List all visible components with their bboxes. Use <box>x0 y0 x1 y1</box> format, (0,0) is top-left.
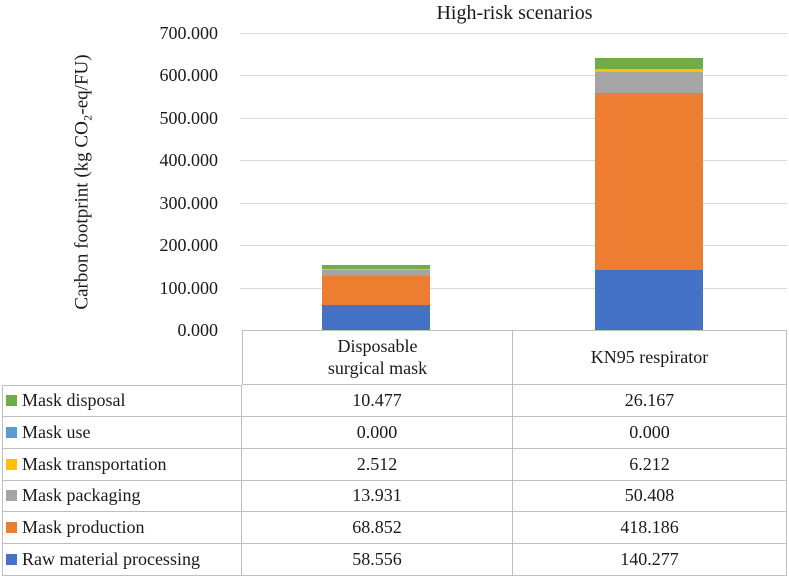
table-value: 0.000 <box>513 416 787 449</box>
y-tick-400: 400.000 <box>159 150 219 170</box>
table-value: 2.512 <box>242 448 513 481</box>
bar-segment-raw-material-processing <box>595 270 703 330</box>
y-tick-300: 300.000 <box>159 193 219 213</box>
gridline <box>240 288 787 289</box>
table-row-label-raw-material-processing: Raw material processing <box>2 544 242 576</box>
column-header-kn95-respirator: KN95 respirator <box>513 330 787 385</box>
gridline <box>240 203 787 204</box>
table-row-label-mask-packaging: Mask packaging <box>2 480 242 513</box>
legend-label: Mask packaging <box>22 485 141 506</box>
table-value: 26.167 <box>513 385 787 417</box>
table-value: 58.556 <box>242 544 513 576</box>
table-value: 0.000 <box>242 416 513 449</box>
gridline <box>240 75 787 76</box>
table-value: 140.277 <box>513 544 787 576</box>
y-axis-title: Carbon footprint (kg CO₂-eq/FU) <box>66 33 100 330</box>
gridline <box>240 118 787 119</box>
table-row-label-mask-disposal: Mask disposal <box>2 385 242 417</box>
table-row-label-mask-production: Mask production <box>2 512 242 545</box>
legend-swatch-mask-transportation <box>6 458 17 470</box>
table-value: 418.186 <box>513 512 787 545</box>
legend-swatch-raw-material-processing <box>6 554 17 566</box>
stacked-bar-disposable-surgical-mask <box>322 264 430 330</box>
y-axis-title-text: Carbon footprint (kg CO₂-eq/FU) <box>72 53 93 310</box>
y-tick-0: 0.000 <box>177 320 219 340</box>
chart-title: High-risk scenarios <box>436 2 593 24</box>
y-tick-700: 700.000 <box>159 23 219 43</box>
table-value: 10.477 <box>242 385 513 417</box>
gridline <box>240 160 787 161</box>
legend-label: Mask production <box>22 517 145 538</box>
table-value: 50.408 <box>513 480 787 513</box>
y-tick-100: 100.000 <box>159 278 219 298</box>
legend-label: Mask transportation <box>22 453 167 474</box>
column-header-disposable-surgical-mask: Disposable surgical mask <box>242 330 513 385</box>
bar-segment-mask-production <box>322 275 430 306</box>
gridline <box>240 33 787 34</box>
legend-swatch-mask-packaging <box>6 490 17 502</box>
y-tick-200: 200.000 <box>159 235 219 255</box>
table-value: 6.212 <box>513 448 787 481</box>
bar-segment-mask-packaging <box>595 71 703 94</box>
bar-segment-mask-packaging <box>322 270 430 276</box>
bar-segment-mask-disposal <box>322 264 430 269</box>
data-table: Disposable surgical mask KN95 respirator… <box>2 330 787 576</box>
bar-segment-mask-transportation <box>595 69 703 72</box>
legend-swatch-mask-use <box>6 426 17 438</box>
legend-label: Mask disposal <box>22 390 126 411</box>
table-value: 13.931 <box>242 480 513 513</box>
legend-swatch-mask-production <box>6 522 17 534</box>
table-row-label-mask-use: Mask use <box>2 416 242 449</box>
bar-segment-mask-transportation <box>322 268 430 271</box>
table-row-label-mask-transportation: Mask transportation <box>2 448 242 481</box>
legend-swatch-mask-disposal <box>6 395 17 407</box>
legend-label: Raw material processing <box>22 549 200 570</box>
bar-segment-mask-production <box>595 93 703 271</box>
bar-segment-raw-material-processing <box>322 305 430 330</box>
gridline <box>240 245 787 246</box>
y-tick-500: 500.000 <box>159 108 219 128</box>
table-value: 68.852 <box>242 512 513 545</box>
y-tick-600: 600.000 <box>159 65 219 85</box>
table-corner-empty <box>2 330 242 385</box>
bar-segment-mask-disposal <box>595 57 703 70</box>
stacked-bar-kn95-respirator <box>595 57 703 330</box>
legend-label: Mask use <box>22 421 91 442</box>
